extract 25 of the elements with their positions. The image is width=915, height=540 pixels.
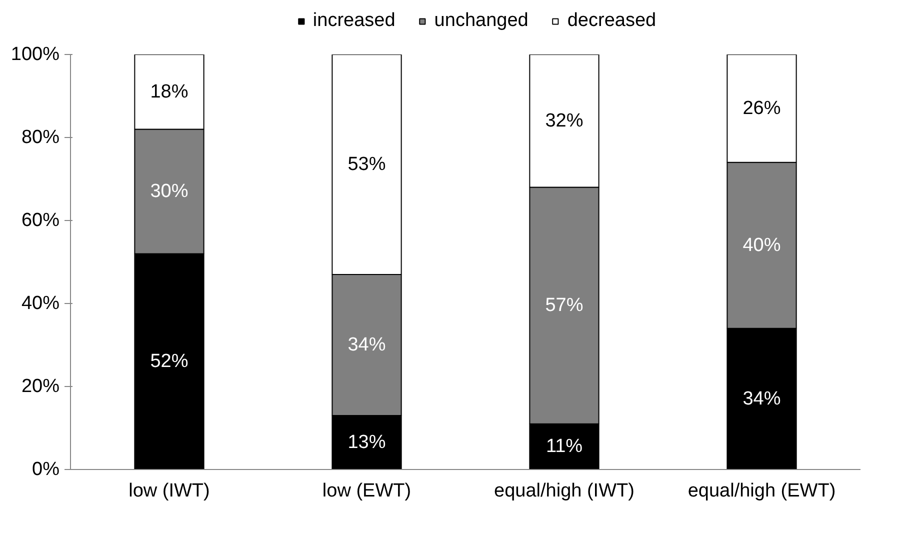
y-tick-label: 80%: [21, 127, 60, 148]
y-tick-label: 60%: [21, 210, 60, 231]
data-label: 34%: [742, 388, 781, 410]
y-tick-label: 100%: [10, 44, 60, 65]
data-label: 11%: [546, 436, 583, 458]
data-label: 30%: [150, 180, 188, 202]
data-label: 13%: [348, 432, 386, 454]
y-tick-label: 0%: [32, 459, 60, 480]
data-label: 18%: [150, 81, 188, 102]
data-label: 57%: [545, 295, 584, 316]
data-label: 40%: [742, 234, 781, 256]
data-label: 34%: [348, 334, 386, 356]
legend-label: unchanged: [434, 10, 528, 32]
x-tick-label: low (EWT): [322, 480, 412, 502]
x-tick-label: equal/high (IWT): [494, 480, 634, 502]
x-tick-label: low (IWT): [128, 480, 210, 502]
x-tick-label: equal/high (EWT): [688, 480, 836, 502]
data-label: 52%: [150, 351, 188, 372]
legend-label: decreased: [567, 10, 656, 32]
y-tick-label: 40%: [21, 293, 60, 314]
y-tick-label: 20%: [21, 376, 60, 397]
legend-label: increased: [312, 10, 396, 32]
data-label: 26%: [742, 98, 781, 119]
data-label: 32%: [545, 110, 584, 132]
data-label: 53%: [348, 154, 386, 175]
